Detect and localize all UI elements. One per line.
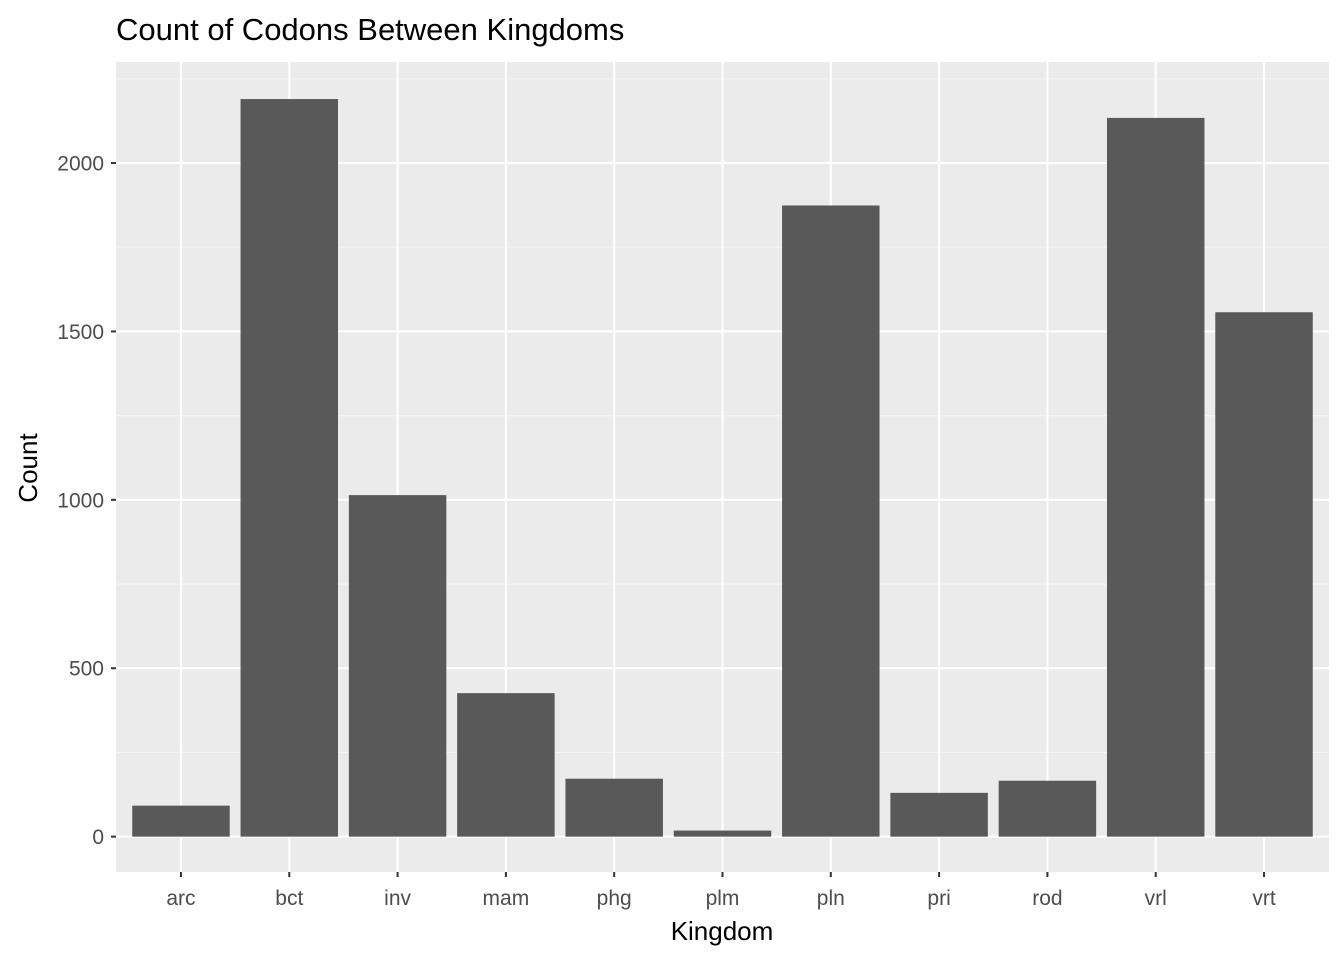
x-tick-label: pri — [927, 887, 950, 910]
y-axis: 0 500 1000 1500 2000 — [57, 153, 116, 849]
x-axis: arc bct inv mam phg plm pln pri rod vrl vrt — [166, 872, 1276, 910]
x-axis-title: Kingdom — [671, 916, 774, 946]
bar-vrt — [1215, 312, 1313, 837]
x-tick-label: vrt — [1252, 887, 1275, 910]
bar-pri — [890, 792, 988, 837]
bar-plm — [673, 830, 772, 837]
bar-bct — [240, 99, 339, 837]
y-axis-title: Count — [13, 433, 43, 503]
bar-arc — [132, 805, 230, 837]
y-tick-label: 1000 — [57, 489, 104, 512]
x-tick-label: arc — [166, 887, 195, 910]
x-tick-label: vrl — [1145, 887, 1167, 910]
bar-phg — [565, 778, 663, 837]
bar-inv — [348, 495, 447, 837]
x-tick-label: inv — [384, 887, 411, 910]
bar-rod — [998, 780, 1097, 837]
y-tick-label: 2000 — [57, 153, 104, 176]
y-tick-label: 1500 — [57, 321, 104, 344]
x-tick-label: phg — [597, 887, 632, 910]
y-tick-label: 500 — [69, 658, 104, 681]
chart-title: Count of Codons Between Kingdoms — [116, 12, 624, 47]
bar-pln — [782, 205, 880, 837]
x-tick-label: plm — [706, 887, 740, 910]
bars — [132, 99, 1313, 837]
y-tick-label: 0 — [92, 826, 104, 849]
x-tick-label: bct — [275, 887, 303, 910]
x-tick-label: rod — [1032, 887, 1062, 910]
bar-mam — [457, 693, 555, 837]
x-tick-label: mam — [483, 887, 530, 910]
bar-vrl — [1106, 117, 1205, 837]
x-tick-label: pln — [817, 887, 845, 910]
